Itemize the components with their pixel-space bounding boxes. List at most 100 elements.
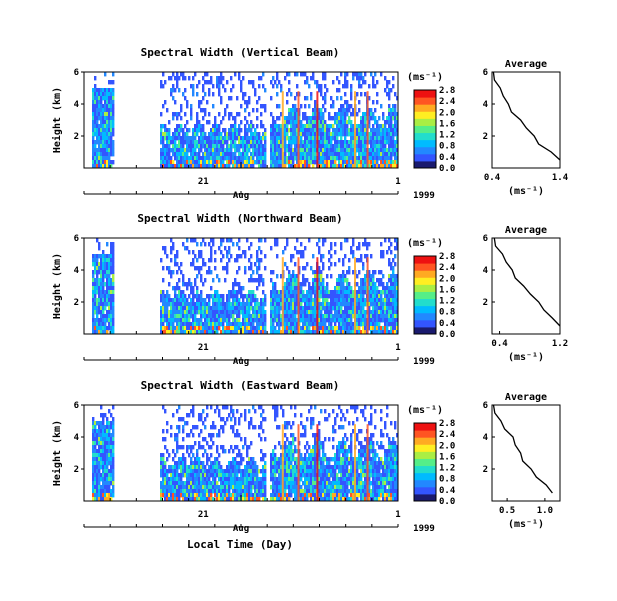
- heatmap-cell: [258, 140, 261, 145]
- heatmap-cell: [258, 485, 261, 490]
- heatmap-cell: [280, 136, 283, 141]
- heatmap-cell: [110, 469, 113, 474]
- heatmap-cell: [196, 152, 199, 157]
- heatmap-cell: [378, 330, 381, 335]
- heatmap-cell: [204, 140, 207, 145]
- heatmap-cell: [234, 152, 237, 157]
- heatmap-cell: [292, 148, 295, 153]
- heatmap-cell: [96, 306, 99, 311]
- heatmap-cell: [294, 306, 297, 311]
- heatmap-cell: [188, 453, 191, 458]
- heatmap-cell: [310, 144, 313, 149]
- heatmap-cell: [112, 485, 115, 490]
- heatmap-cell: [106, 302, 109, 307]
- heatmap-cell: [396, 286, 399, 291]
- heatmap-cell: [338, 152, 341, 157]
- heatmap-cell: [332, 132, 335, 137]
- heatmap-cell: [396, 302, 399, 307]
- heatmap-cell: [338, 144, 341, 149]
- heatmap-cell: [250, 326, 253, 331]
- heatmap-cell: [394, 294, 397, 299]
- heatmap-cell: [180, 156, 183, 161]
- heatmap-cell: [174, 453, 177, 458]
- heatmap-cell: [334, 148, 337, 153]
- heatmap-cell: [216, 445, 219, 450]
- heatmap-cell: [196, 465, 199, 470]
- heatmap-cell: [110, 425, 113, 430]
- heatmap-cell: [284, 481, 287, 486]
- heatmap-cell: [218, 148, 221, 153]
- heatmap-cell: [230, 465, 233, 470]
- heatmap-cell: [270, 128, 273, 133]
- heatmap-cell: [164, 437, 167, 442]
- heatmap-cell: [98, 437, 101, 442]
- heatmap-cell: [396, 144, 399, 149]
- heatmap-cell: [106, 254, 109, 259]
- heatmap-cell: [98, 144, 101, 149]
- heatmap-cell: [388, 148, 391, 153]
- heatmap-cell: [92, 497, 95, 502]
- heatmap-cell: [170, 76, 173, 81]
- heatmap-cell: [386, 298, 389, 303]
- heatmap-cell: [258, 433, 261, 438]
- heatmap-cell: [258, 84, 261, 89]
- heatmap-cell: [180, 469, 183, 474]
- heatmap-cell: [162, 405, 165, 410]
- heatmap-cell: [162, 298, 165, 303]
- heatmap-cell: [216, 457, 219, 462]
- heatmap-cell: [168, 266, 171, 271]
- heatmap-cell: [204, 278, 207, 283]
- heatmap-cell: [284, 76, 287, 81]
- heatmap-cell: [108, 298, 111, 303]
- heatmap-cell: [324, 100, 327, 105]
- average-xlabel: (ms⁻¹): [508, 186, 544, 197]
- heatmap-cell: [392, 148, 395, 153]
- heatmap-cell: [280, 128, 283, 133]
- heatmap-cell: [100, 254, 103, 259]
- heatmap-cell: [332, 144, 335, 149]
- heatmap-cell: [256, 124, 259, 129]
- heatmap-cell: [104, 473, 107, 478]
- heatmap-cell: [260, 310, 263, 315]
- heatmap-cell: [296, 294, 299, 299]
- heatmap-cell: [368, 120, 371, 125]
- heatmap-cell: [264, 485, 267, 490]
- heatmap-cell: [192, 433, 195, 438]
- heatmap-cell: [168, 144, 171, 149]
- heatmap-cell: [166, 164, 169, 169]
- heatmap-cell: [244, 108, 247, 113]
- heatmap-cell: [102, 461, 105, 466]
- heatmap-cell: [274, 152, 277, 157]
- heatmap-cell: [384, 88, 387, 93]
- heatmap-cell: [272, 84, 275, 89]
- heatmap-cell: [258, 282, 261, 287]
- heatmap-cell: [192, 132, 195, 137]
- heatmap-cell: [104, 477, 107, 482]
- heatmap-cell: [280, 489, 283, 494]
- heatmap-cell: [236, 96, 239, 101]
- heatmap-cell: [172, 449, 175, 454]
- heatmap-cell: [196, 453, 199, 458]
- heatmap-cell: [110, 262, 113, 267]
- heatmap-cell: [108, 96, 111, 101]
- heatmap-cell: [198, 330, 201, 335]
- heatmap-cell: [324, 326, 327, 331]
- heatmap-cell: [358, 156, 361, 161]
- heatmap-cell: [242, 152, 245, 157]
- heatmap-cell: [276, 481, 279, 486]
- heatmap-cell: [102, 457, 105, 462]
- heatmap-cell: [172, 318, 175, 323]
- heatmap-cell: [248, 144, 251, 149]
- heatmap-cell: [174, 132, 177, 137]
- heatmap-cell: [200, 242, 203, 247]
- heatmap-cell: [160, 485, 163, 490]
- heatmap-cell: [182, 294, 185, 299]
- heatmap-cell: [112, 457, 115, 462]
- heatmap-cell: [184, 136, 187, 141]
- heatmap-cell: [212, 132, 215, 137]
- heatmap-cell: [160, 473, 163, 478]
- heatmap-cell: [92, 453, 95, 458]
- heatmap-cell: [396, 152, 399, 157]
- heatmap-cell: [242, 326, 245, 331]
- heatmap-cell: [234, 124, 237, 129]
